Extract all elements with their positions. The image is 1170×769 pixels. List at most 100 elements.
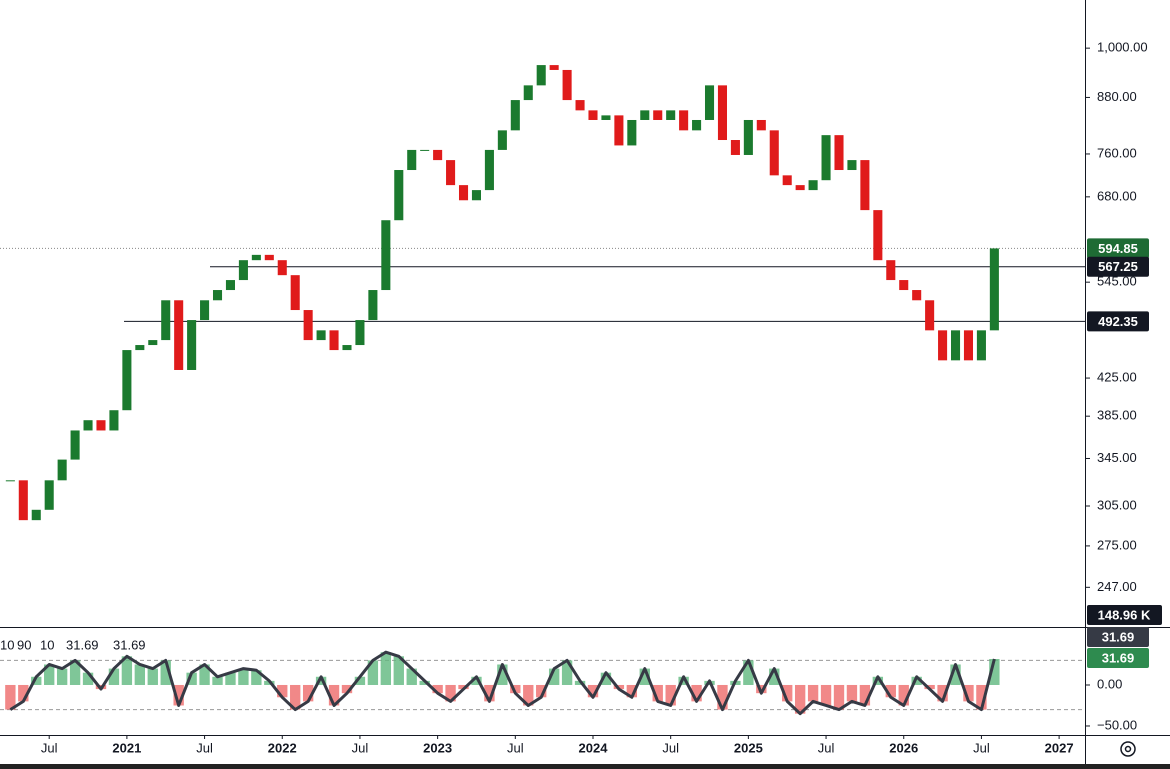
osc-bar (963, 684, 974, 702)
osc-bar (911, 676, 922, 685)
osc-readout: 31.69 (113, 637, 146, 652)
osc-bar (536, 684, 547, 698)
candle (329, 330, 339, 351)
candle (666, 110, 676, 120)
candle (925, 300, 935, 331)
osc-bar (807, 684, 819, 702)
level-tag-bg (1087, 311, 1149, 332)
osc-bar (277, 684, 288, 698)
candle (394, 170, 404, 221)
candle (976, 330, 986, 361)
candle (989, 248, 999, 331)
osc-bar (782, 684, 793, 702)
candle (446, 160, 456, 186)
candle (834, 135, 844, 171)
x-tick-label: Jul (507, 740, 524, 755)
candle (148, 340, 158, 346)
osc-bar (717, 684, 728, 710)
osc-bar (341, 684, 353, 694)
osc-bar (510, 684, 521, 694)
x-tick-label: Jul (973, 740, 990, 755)
level-tag-bg (1087, 256, 1149, 277)
volume-tag: 148.96 K (1098, 607, 1151, 622)
candle (575, 100, 585, 111)
osc-bar (820, 684, 832, 706)
candle (704, 85, 715, 120)
osc-bar (639, 668, 650, 685)
candle (601, 115, 611, 120)
candle (562, 69, 572, 101)
x-tick-label: 2023 (423, 740, 452, 755)
candle (70, 430, 80, 460)
candle (277, 260, 287, 276)
x-tick-label: Jul (41, 740, 58, 755)
osc-bar (471, 676, 482, 685)
osc-bar (743, 660, 754, 685)
osc-bar (600, 672, 612, 685)
candle (458, 185, 469, 201)
settings-icon[interactable] (1120, 741, 1136, 757)
candle (769, 130, 779, 176)
osc-bar (406, 668, 417, 685)
osc-y-tick-label: 0.00 (1097, 676, 1122, 691)
candle (808, 180, 818, 191)
candle (342, 345, 352, 351)
osc-y-tick-label: −50.00 (1097, 717, 1137, 732)
candle (549, 65, 559, 70)
osc-bar (691, 684, 702, 702)
last-price-tag: 594.85 (1098, 241, 1138, 256)
candle (407, 149, 417, 171)
y-tick-label: 1,000.00 (1097, 40, 1148, 55)
y-tick-label: 760.00 (1097, 145, 1137, 160)
osc-bar (497, 664, 508, 685)
settings-gear-hub[interactable] (1124, 745, 1132, 753)
bottom-border (0, 764, 1170, 769)
candle (950, 330, 961, 361)
osc-param: 90 (17, 637, 31, 652)
candle (912, 290, 922, 301)
candle (588, 110, 598, 120)
osc-bar (160, 660, 171, 685)
osc-bar (69, 660, 81, 685)
candle (264, 254, 274, 261)
x-tick-label: 2021 (112, 740, 141, 755)
candle (640, 110, 650, 120)
osc-bar (354, 676, 366, 685)
osc-bar (833, 684, 845, 710)
osc-bar (652, 684, 663, 702)
candle (523, 85, 533, 101)
candle (614, 115, 624, 146)
level-tag: 492.35 (1098, 314, 1138, 329)
osc-bar (587, 684, 599, 698)
osc-bar (548, 668, 560, 685)
candle (653, 110, 663, 120)
candle (860, 160, 870, 211)
candle (938, 330, 948, 361)
osc-bar (199, 664, 210, 685)
x-tick-label: 2022 (268, 740, 297, 755)
level-tag: 567.25 (1098, 259, 1138, 274)
candle (627, 119, 637, 146)
candle (18, 480, 28, 521)
candle (303, 310, 313, 341)
osc-bar (678, 676, 689, 685)
osc-bar (898, 684, 909, 706)
last-price-tag-bg (1087, 238, 1149, 259)
candle (847, 160, 857, 171)
candle (743, 119, 753, 155)
y-tick-label: 680.00 (1097, 188, 1137, 203)
osc-bar (885, 684, 896, 698)
settings-gear[interactable] (1120, 741, 1136, 757)
candle (109, 410, 119, 431)
osc-bar (769, 668, 780, 685)
osc-readout-tag: 31.69 (1102, 629, 1135, 644)
candle (5, 480, 15, 482)
candle (963, 330, 974, 361)
candle (795, 185, 805, 191)
candle (782, 175, 792, 186)
candle (225, 280, 235, 291)
candle (536, 65, 546, 86)
y-tick-label: 880.00 (1097, 89, 1137, 104)
x-tick-label: Jul (662, 740, 679, 755)
candle (96, 420, 106, 431)
